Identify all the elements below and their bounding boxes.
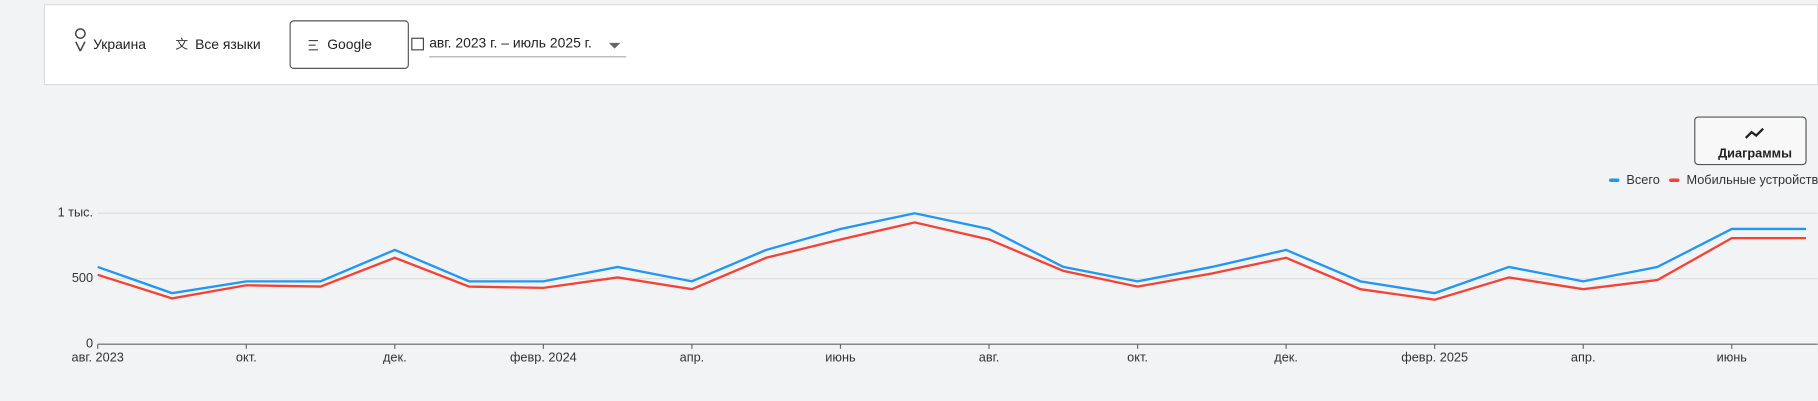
x-tick-label: окт. (236, 349, 257, 364)
chart-icon (1744, 127, 1764, 139)
pin-icon (74, 28, 86, 52)
legend-swatch (1669, 178, 1680, 182)
charts-button[interactable] (1694, 116, 1807, 166)
x-tick-label: апр. (1571, 349, 1596, 364)
x-tick-label: июнь (825, 349, 856, 364)
date-range[interactable]: авг. 2023 г. – июль 2025 г. (429, 35, 592, 51)
dropdown-arrow[interactable] (608, 42, 621, 49)
x-tick-label: февр. 2024 (510, 349, 577, 364)
chart: 0 500 1 тыс. авг. 2023 окт. дек. февр. 2024 апр… (58, 172, 1818, 364)
calendar-icon (411, 37, 424, 51)
location-filter[interactable]: Украина (74, 28, 147, 52)
y-tick-label: 0 (86, 336, 93, 351)
x-tick-label: авг. 2023 (72, 349, 124, 364)
language-filter[interactable]: 文 Все языки (175, 36, 260, 52)
y-tick-label: 500 (72, 270, 93, 285)
x-tick-label: апр. (680, 349, 705, 364)
x-tick-label: февр. 2025 (1401, 349, 1468, 364)
x-tick-label: июнь (1717, 349, 1748, 364)
translate-icon: 文 (175, 37, 188, 52)
line-series (97, 212, 1807, 295)
x-tick-label: дек. (1274, 349, 1298, 364)
search[interactable]: Google (327, 36, 372, 52)
line-series (97, 221, 1807, 301)
search-button[interactable] (289, 20, 409, 69)
x-tick-label: окт. (1127, 349, 1148, 364)
legend-label: Мобильные устройства (1686, 172, 1818, 187)
language[interactable]: Все языки (195, 36, 261, 52)
x-tick-label: дек. (383, 349, 407, 364)
x-tick-label: авг. (979, 349, 999, 364)
y-tick-label: 1 тыс. (58, 205, 94, 220)
location[interactable]: Украина (93, 36, 146, 52)
search-icon (308, 39, 318, 51)
charts-button-label[interactable]: Диаграммы (1718, 146, 1792, 161)
legend-label: Всего (1626, 172, 1659, 187)
legend-swatch (1609, 178, 1620, 182)
